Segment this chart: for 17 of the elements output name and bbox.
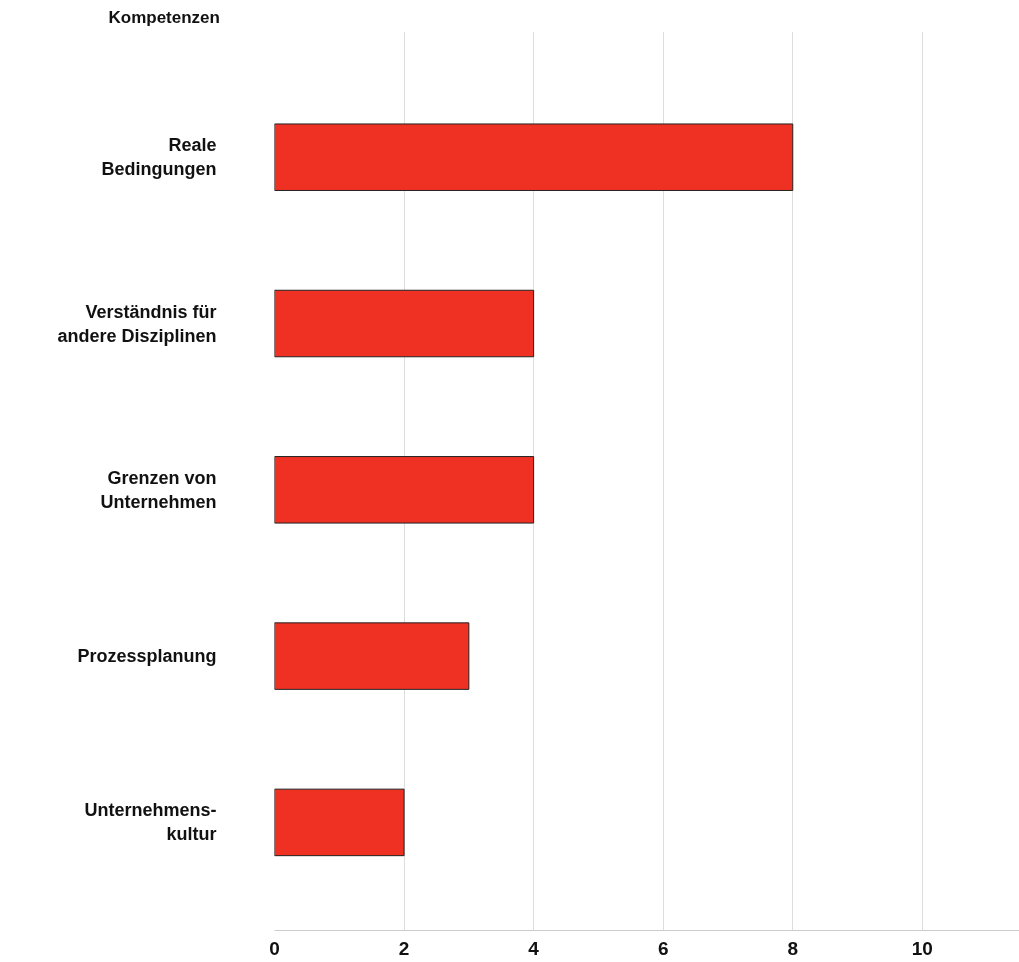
y-tick-label: Reale Bedingungen	[101, 135, 217, 180]
y-tick-label: Unternehmens- kultur	[84, 800, 217, 845]
bar	[274, 788, 405, 857]
y-tick-label: Prozessplanung	[77, 646, 217, 667]
bar	[274, 456, 535, 524]
x-tick-label: 10	[911, 937, 933, 959]
x-tick-label: 6	[657, 937, 669, 959]
bar	[274, 123, 794, 191]
x-tick-label: 8	[787, 937, 799, 959]
bar	[274, 289, 535, 358]
x-tick-label: 2	[398, 937, 410, 959]
x-tick-label: 0	[269, 937, 280, 959]
y-axis-title: Kompetenzen	[108, 7, 220, 27]
x-tick-label: 4	[528, 937, 540, 959]
y-tick-label: Verständnis für andere Disziplinen	[57, 301, 217, 346]
bar	[274, 622, 470, 690]
y-tick-label: Grenzen von Unternehmen	[100, 467, 217, 512]
